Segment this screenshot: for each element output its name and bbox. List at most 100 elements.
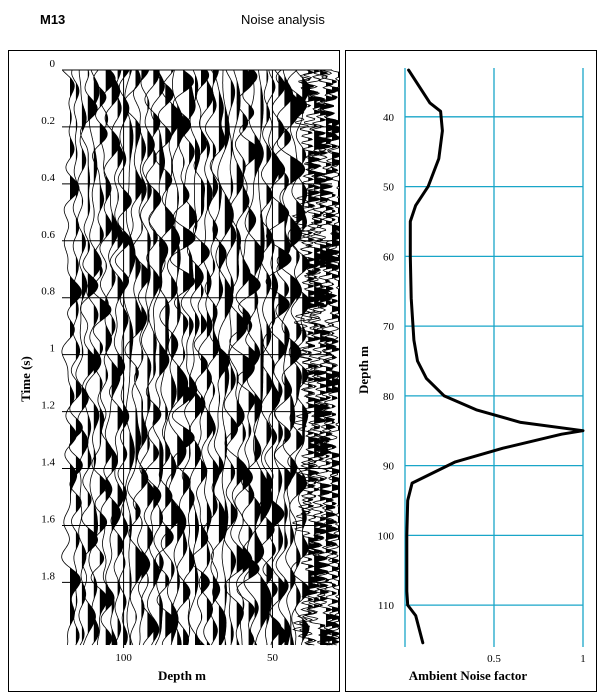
time-tick-label: 0.2 bbox=[41, 115, 55, 127]
seismic-trace-fill bbox=[272, 70, 284, 645]
seismic-trace-line bbox=[61, 69, 82, 646]
depth-tick-label: 70 bbox=[383, 321, 395, 333]
seismic-trace-line bbox=[198, 69, 215, 646]
seismic-trace-line bbox=[240, 69, 265, 646]
seismic-trace-fill bbox=[266, 70, 275, 645]
seismic-trace-fill bbox=[189, 70, 197, 645]
seismic-trace bbox=[295, 69, 333, 646]
noise-tick-label: 1 bbox=[580, 653, 586, 665]
seismic-trace bbox=[247, 69, 273, 646]
seismic-trace-line bbox=[275, 69, 306, 646]
noise-factor-line bbox=[405, 68, 585, 645]
seismic-trace-line bbox=[265, 69, 292, 646]
seismic-traces bbox=[61, 69, 340, 646]
seismic-trace-line bbox=[131, 69, 151, 646]
seismic-trace-fill bbox=[314, 70, 332, 645]
depth-tick-label: 80 bbox=[383, 391, 395, 403]
seismic-trace-line bbox=[190, 69, 210, 646]
seismic-trace-fill bbox=[290, 70, 305, 645]
seismic-trace-line bbox=[304, 69, 339, 646]
depth-tick-label: 40 bbox=[383, 112, 395, 124]
seismic-trace-line bbox=[170, 69, 196, 646]
seismic-trace bbox=[85, 69, 102, 646]
time-tick-label: 1.4 bbox=[41, 457, 55, 469]
seismic-trace-fill bbox=[93, 70, 102, 645]
seismic-trace-line bbox=[144, 69, 162, 646]
seismic-trace-line bbox=[273, 69, 294, 646]
noise-grid bbox=[404, 68, 584, 647]
time-tick-label: 1.2 bbox=[41, 400, 55, 412]
seismic-trace-line bbox=[295, 69, 333, 646]
seismic-trace-fill bbox=[242, 70, 255, 645]
seismic-trace-fill bbox=[135, 70, 144, 645]
depth-tick-labels: 100 50 bbox=[115, 652, 278, 664]
seismic-trace bbox=[190, 69, 210, 646]
noise-panel-border bbox=[345, 50, 597, 692]
seismic-trace-line bbox=[314, 69, 340, 646]
seismic-trace-fill bbox=[171, 70, 182, 645]
seismic-trace bbox=[203, 70, 221, 646]
seismic-trace bbox=[139, 69, 156, 646]
depth-tick-label: 90 bbox=[383, 461, 395, 473]
seismic-trace-fill bbox=[284, 70, 293, 645]
seismic-trace bbox=[103, 69, 121, 645]
seismic-trace bbox=[165, 69, 189, 645]
seismic-trace-fill bbox=[183, 70, 196, 645]
seismic-trace bbox=[90, 69, 112, 645]
seismic-trace-fill bbox=[212, 70, 220, 645]
depth-tick-label: 110 bbox=[378, 600, 395, 612]
seismic-trace bbox=[229, 69, 255, 646]
noise-axis-label: Ambient Noise factor bbox=[409, 668, 528, 683]
time-tick-label: 0.6 bbox=[41, 229, 55, 241]
seismic-trace-fill bbox=[195, 70, 204, 645]
depth-tick-label: 100 bbox=[115, 652, 132, 664]
seismic-trace-line bbox=[90, 69, 112, 645]
seismic-trace bbox=[198, 69, 215, 646]
time-tick-label: 0 bbox=[50, 58, 56, 70]
seismic-trace bbox=[131, 69, 151, 646]
seismic-trace-line bbox=[114, 69, 132, 646]
seismic-trace-line bbox=[75, 70, 89, 646]
seismic-trace-fill bbox=[117, 70, 125, 645]
seismic-trace bbox=[275, 69, 306, 646]
seismic-trace-line bbox=[247, 69, 273, 646]
seismic-trace bbox=[223, 69, 238, 646]
time-tick-label: 1.6 bbox=[41, 513, 55, 525]
time-tick-label: 1.8 bbox=[41, 570, 55, 582]
seismic-trace bbox=[75, 70, 89, 646]
seismic-trace-fill bbox=[338, 70, 340, 645]
seismic-trace-line bbox=[180, 69, 198, 646]
seismic-trace bbox=[123, 69, 136, 646]
seismic-trace bbox=[61, 69, 82, 646]
seismic-trace-fill bbox=[165, 70, 177, 645]
seismic-trace-line bbox=[148, 69, 170, 646]
seismic-trace-fill bbox=[81, 70, 89, 645]
seismic-trace-fill bbox=[159, 70, 169, 645]
seismic-trace-line bbox=[215, 70, 234, 646]
seismic-trace bbox=[99, 69, 116, 646]
seismic-trace bbox=[123, 69, 145, 646]
seismic-trace-line bbox=[103, 69, 121, 645]
time-axis-label: Time (s) bbox=[18, 356, 33, 402]
seismic-trace bbox=[304, 69, 339, 646]
seismic-trace bbox=[323, 69, 340, 646]
time-tick-labels: 0 0.2 0.4 0.6 0.8 1 1.2 1.4 1.6 1.8 bbox=[41, 58, 55, 582]
depth-tick-label: 50 bbox=[267, 652, 279, 664]
seismic-trace bbox=[109, 69, 126, 646]
depth-axis-label: Depth m bbox=[158, 668, 206, 683]
depth-tick-label: 50 bbox=[383, 182, 395, 194]
seismic-trace-line bbox=[286, 69, 308, 646]
seismic-trace bbox=[314, 69, 340, 646]
page-title: Noise analysis bbox=[241, 12, 325, 27]
seismic-trace-fill bbox=[70, 70, 82, 645]
seismic-trace-fill bbox=[177, 70, 188, 645]
seismic-trace-line bbox=[223, 69, 238, 646]
seismic-trace-fill bbox=[201, 70, 210, 645]
seismic-trace bbox=[273, 69, 294, 646]
depth-tick-label: 60 bbox=[383, 251, 395, 263]
time-tick-label: 0.4 bbox=[41, 172, 55, 184]
seismic-trace-line bbox=[109, 69, 126, 646]
seismic-trace-line bbox=[229, 69, 255, 646]
seismic-trace-line bbox=[154, 69, 177, 645]
